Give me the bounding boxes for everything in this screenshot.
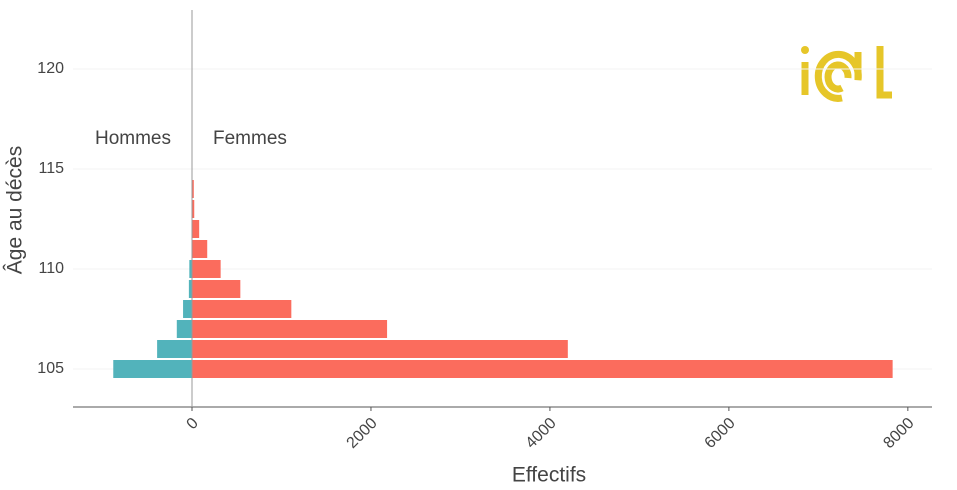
y-axis-title: Âge au décès: [4, 146, 27, 274]
x-tick-label: 0: [184, 415, 202, 433]
bar: [192, 360, 893, 378]
bar: [192, 300, 292, 318]
series-label: Femmes: [213, 128, 287, 149]
bar: [192, 240, 208, 258]
logo: [801, 46, 892, 102]
bar: [157, 340, 193, 358]
bar: [113, 360, 193, 378]
y-tick-label: 115: [38, 160, 64, 177]
y-tick-label: 110: [38, 260, 64, 277]
bar: [192, 320, 388, 338]
bar: [189, 260, 193, 278]
bar: [192, 200, 195, 218]
bar: [192, 180, 194, 198]
bar: [188, 280, 193, 298]
bar: [192, 220, 200, 238]
series-label: Hommes: [95, 128, 171, 149]
bar: [192, 280, 241, 298]
y-tick-label: 120: [37, 60, 64, 77]
x-tick-label: 6000: [702, 415, 739, 452]
x-axis-title: Effectifs: [512, 464, 586, 487]
bar: [183, 300, 193, 318]
bar: [192, 260, 221, 278]
y-tick-label: 105: [37, 360, 64, 377]
bar: [176, 320, 193, 338]
x-tick-label: 8000: [880, 415, 917, 452]
bar: [192, 340, 568, 358]
x-tick-label: 4000: [523, 415, 560, 452]
x-tick-label: 2000: [344, 415, 381, 452]
